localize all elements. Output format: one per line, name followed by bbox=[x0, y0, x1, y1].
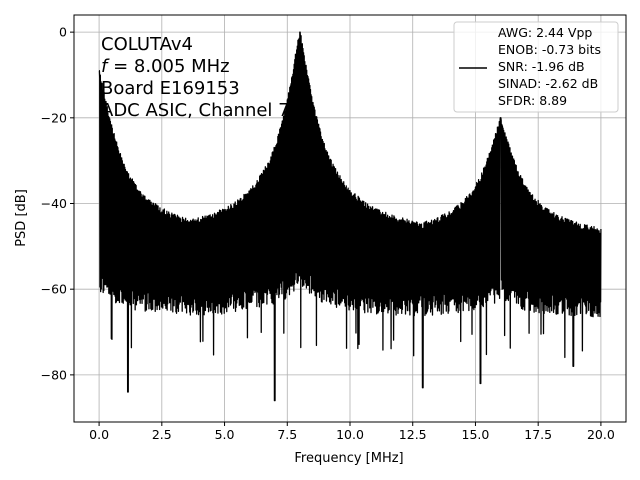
y-axis: 0 −20 −40 −60 −80 bbox=[41, 25, 74, 382]
annotation-line-3: Board E169153 bbox=[101, 78, 240, 99]
x-tick-label: 0.0 bbox=[89, 427, 109, 442]
y-tick-label: −20 bbox=[41, 110, 67, 125]
legend-entry-enob: ENOB: -0.73 bits bbox=[498, 42, 601, 57]
y-tick-label: 0 bbox=[59, 25, 67, 40]
x-tick-label: 15.0 bbox=[462, 427, 490, 442]
annotation-line-2: f = 8.005 MHz bbox=[101, 56, 230, 77]
series-psd-line bbox=[98, 31, 602, 402]
x-tick-label: 2.5 bbox=[152, 427, 172, 442]
x-axis-label: Frequency [MHz] bbox=[294, 451, 403, 466]
x-axis: 0.0 2.5 5.0 7.5 10.0 12.5 15.0 17.5 20.0 bbox=[89, 422, 615, 442]
legend-entry-snr: SNR: -1.96 dB bbox=[498, 59, 585, 74]
y-tick-label: −60 bbox=[41, 282, 67, 297]
legend-entry-sfdr: SFDR: 8.89 bbox=[498, 93, 567, 108]
legend-entry-sinad: SINAD: -2.62 dB bbox=[498, 76, 598, 91]
y-tick-label: −40 bbox=[41, 196, 67, 211]
x-tick-label: 5.0 bbox=[215, 427, 235, 442]
legend-frame bbox=[453, 21, 619, 113]
x-tick-label: 7.5 bbox=[277, 427, 297, 442]
annotation-line-4: ADC ASIC, Channel 7 bbox=[101, 100, 290, 121]
x-tick-label: 12.5 bbox=[399, 427, 427, 442]
legend: AWG: 2.44 Vpp ENOB: -0.73 bits SNR: -1.9… bbox=[453, 21, 619, 113]
x-tick-label: 17.5 bbox=[524, 427, 552, 442]
x-tick-label: 20.0 bbox=[587, 427, 615, 442]
y-tick-label: −80 bbox=[41, 367, 67, 382]
legend-entry-awg: AWG: 2.44 Vpp bbox=[498, 25, 592, 40]
x-tick-label: 10.0 bbox=[336, 427, 364, 442]
annotation-box: COLUTAv4 f = 8.005 MHz Board E169153 ADC… bbox=[101, 34, 290, 121]
annotation-f-symbol: f bbox=[101, 56, 110, 77]
annotation-line-1: COLUTAv4 bbox=[101, 34, 193, 55]
annotation-f-value: = 8.005 MHz bbox=[107, 56, 229, 77]
series-group bbox=[98, 31, 602, 402]
y-axis-label: PSD [dB] bbox=[14, 189, 29, 247]
